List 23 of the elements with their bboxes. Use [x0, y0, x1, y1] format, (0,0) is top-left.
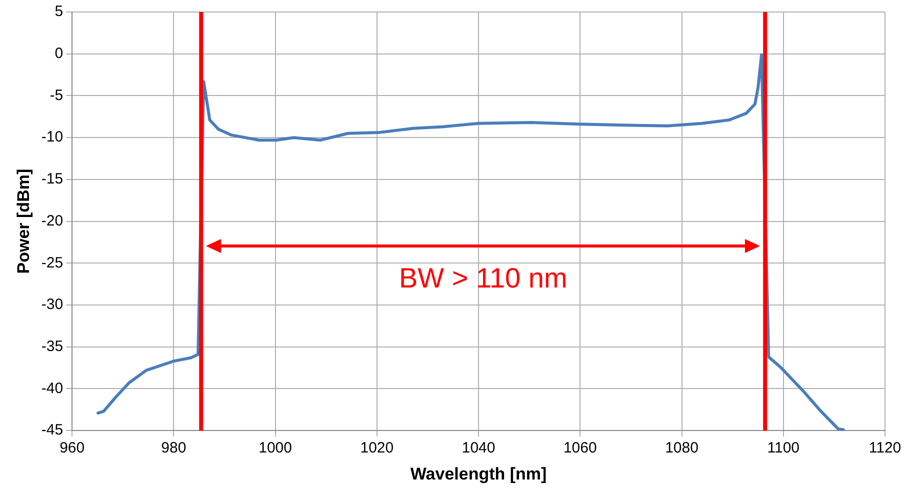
x-tick-label: 1100	[767, 440, 800, 457]
x-tick-label: 960	[60, 440, 85, 457]
y-tick-label: -35	[41, 338, 64, 356]
y-axis-title: Power [dBm]	[14, 168, 33, 274]
annotation: BW > 110 nm	[398, 262, 568, 294]
y-tick-label: 5	[54, 3, 64, 20]
y-tick-label: -40	[41, 380, 64, 397]
y-tick-label: -15	[41, 170, 64, 188]
y-tick-label: -10	[41, 128, 64, 146]
y-tick-label: -20	[41, 212, 64, 230]
x-tick-label: 1020	[360, 440, 394, 457]
x-tick-label: 980	[161, 440, 186, 457]
y-tick-label: -25	[41, 254, 64, 272]
x-axis-title: Wavelength [nm]	[410, 464, 547, 484]
y-tick-label: 0	[54, 45, 64, 62]
x-tick-label: 1000	[258, 440, 292, 457]
x-tick-label: 1060	[563, 440, 597, 457]
x-tick-label: 1040	[462, 440, 496, 457]
y-tick-label: -30	[41, 296, 64, 314]
y-tick-label: -45	[41, 422, 64, 439]
x-tick-label: 1080	[665, 440, 698, 457]
x-tick-label: 1120	[868, 440, 902, 457]
y-tick-label: -5	[50, 86, 64, 104]
